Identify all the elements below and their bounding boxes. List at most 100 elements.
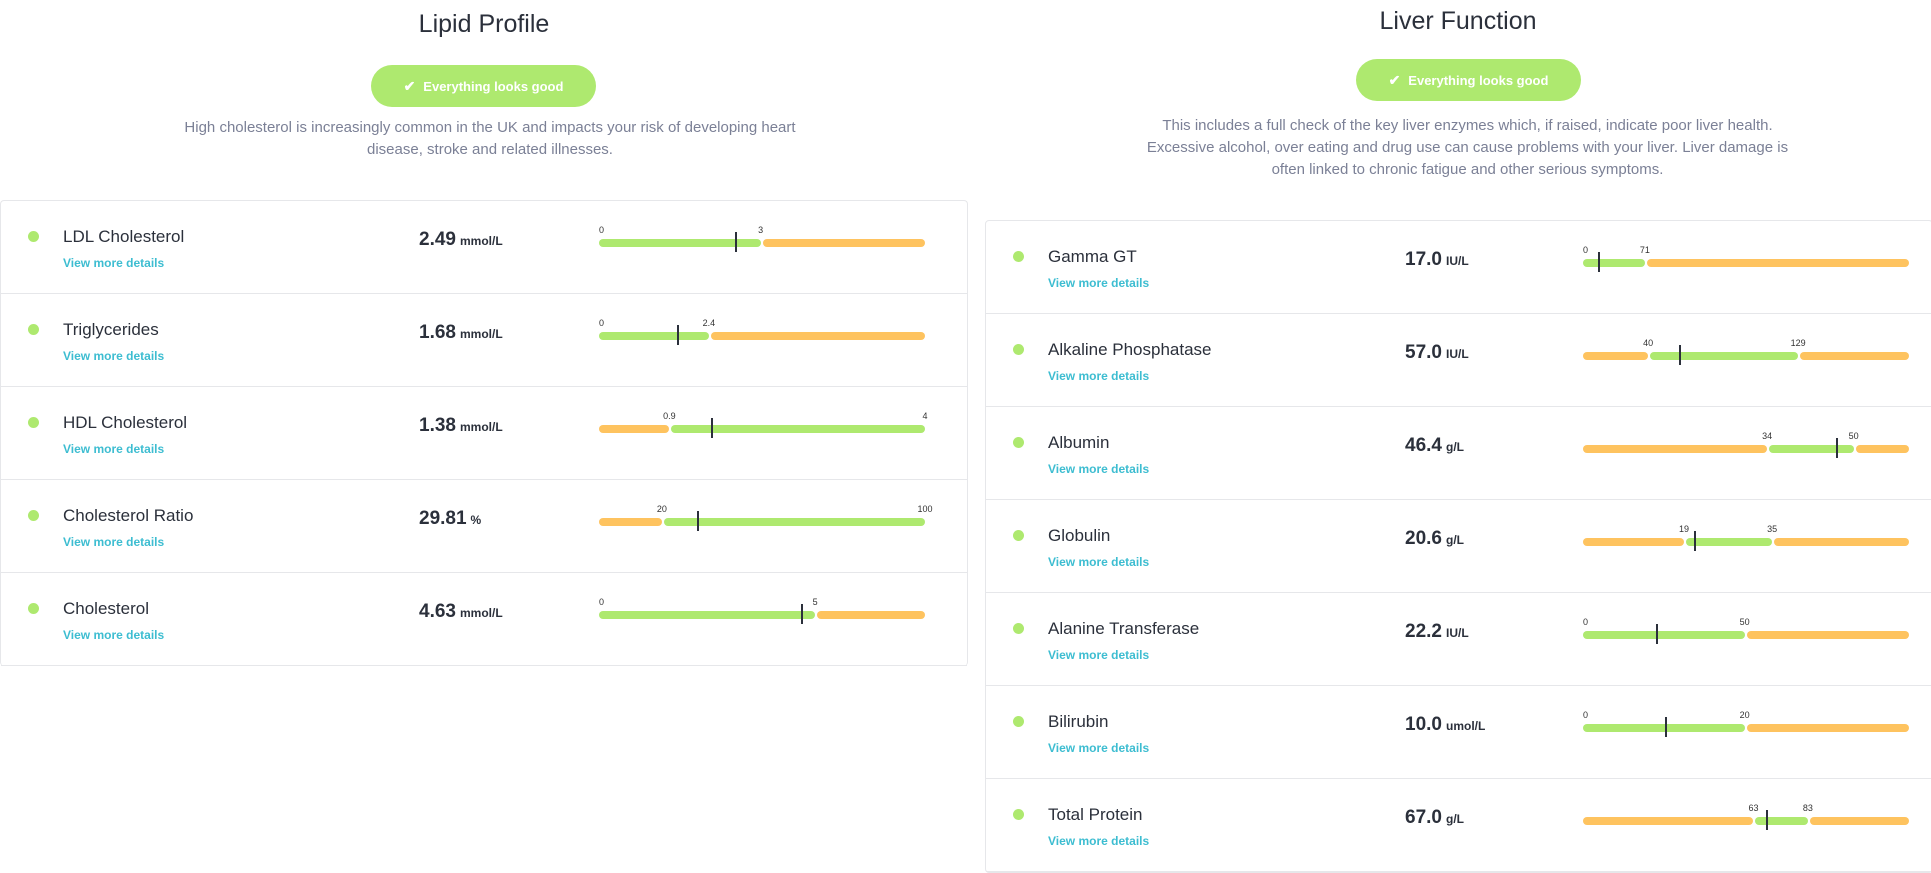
status-dot-icon <box>1013 530 1024 541</box>
range-segment-out-of-range <box>599 425 670 433</box>
range-label: 50 <box>1848 431 1859 441</box>
view-more-details-link[interactable]: View more details <box>1048 648 1150 662</box>
range-bar: 0.9 4 <box>599 411 928 438</box>
result-row: Cholesterol View more details 4.63 mmol/L… <box>1 573 967 666</box>
section-title: Liver Function <box>1379 7 1537 35</box>
result-row: HDL Cholesterol View more details 1.38 mm… <box>1 387 967 480</box>
range-label: 0 <box>1583 617 1589 627</box>
result-number: 1.38 <box>419 415 456 436</box>
result-marker <box>1835 438 1838 458</box>
range-segment-out-of-range <box>1746 631 1909 639</box>
range-segment-normal <box>1583 631 1745 639</box>
range-label: 0.9 <box>663 411 676 421</box>
result-value: 1.68 mmol/L <box>419 322 503 344</box>
range-bar: 0 2.4 <box>599 318 925 345</box>
range-label: 20 <box>656 504 667 514</box>
result-value: 57.0 IU/L <box>1405 342 1469 364</box>
range-label: 40 <box>1643 338 1654 348</box>
status-badge: ✔ Everything looks good <box>1356 59 1581 101</box>
status-dot-icon <box>1013 251 1024 262</box>
result-number: 4.63 <box>419 601 456 622</box>
result-unit: g/L <box>1445 533 1464 547</box>
result-number: 67.0 <box>1405 807 1442 828</box>
result-marker <box>676 325 679 345</box>
range-label: 0 <box>1583 245 1589 255</box>
marker-name: LDL Cholesterol <box>63 227 185 246</box>
check-icon: ✔ <box>403 77 416 94</box>
range-segment-normal <box>663 518 925 526</box>
marker-name: Gamma GT <box>1048 247 1137 266</box>
marker-name: Albumin <box>1048 433 1110 452</box>
range-bar: 20 100 <box>599 504 933 531</box>
result-number: 22.2 <box>1405 621 1442 642</box>
result-value: 4.63 mmol/L <box>419 601 503 623</box>
range-segment-out-of-range <box>710 332 925 340</box>
range-segment-out-of-range <box>599 518 662 526</box>
section-description: This includes a full check of the key li… <box>1146 117 1789 178</box>
status-dot-icon <box>1013 623 1024 634</box>
range-segment-normal <box>1650 352 1799 360</box>
view-more-details-link[interactable]: View more details <box>1048 741 1150 755</box>
range-label: 5 <box>812 597 818 607</box>
marker-name: Alanine Transferase <box>1048 619 1200 638</box>
view-more-details-link[interactable]: View more details <box>63 256 165 270</box>
view-more-details-link[interactable]: View more details <box>1048 555 1150 569</box>
status-dot-icon <box>1013 437 1024 448</box>
view-more-details-link[interactable]: View more details <box>1048 462 1150 476</box>
range-label: 2.4 <box>702 318 716 328</box>
range-label: 19 <box>1679 524 1690 534</box>
status-dot-icon <box>1013 344 1024 355</box>
range-segment-out-of-range <box>1646 259 1909 267</box>
range-label: 83 <box>1802 803 1813 813</box>
range-label: 35 <box>1767 524 1778 534</box>
section-title: Lipid Profile <box>418 10 550 38</box>
result-value: 17.0 IU/L <box>1405 249 1469 271</box>
view-more-details-link[interactable]: View more details <box>1048 369 1150 383</box>
view-more-details-link[interactable]: View more details <box>63 628 165 642</box>
view-more-details-link[interactable]: View more details <box>63 535 165 549</box>
range-label: 71 <box>1639 245 1650 255</box>
range-label: 4 <box>922 411 928 421</box>
result-marker <box>711 418 714 438</box>
status-dot-icon <box>28 510 39 521</box>
results-card: Gamma GT View more details 17.0 IU/L 0 71 … <box>985 220 1931 873</box>
result-number: 20.6 <box>1405 528 1442 549</box>
result-value: 20.6 g/L <box>1405 528 1464 550</box>
section-description: High cholesterol is increasingly common … <box>184 119 796 158</box>
result-number: 1.68 <box>419 322 456 343</box>
range-label: 63 <box>1748 803 1759 813</box>
range-segment-normal <box>1769 445 1854 453</box>
result-number: 29.81 <box>419 508 467 529</box>
status-dot-icon <box>28 603 39 614</box>
result-value: 10.0 umol/L <box>1405 714 1485 736</box>
marker-name: Globulin <box>1048 526 1111 545</box>
view-more-details-link[interactable]: View more details <box>1048 276 1150 290</box>
result-unit: IU/L <box>1445 254 1469 268</box>
range-segment-out-of-range <box>1583 445 1768 453</box>
range-segment-normal <box>671 425 925 433</box>
range-bar: 63 83 <box>1583 803 1909 830</box>
range-segment-out-of-range <box>1746 724 1909 732</box>
range-segment-normal <box>599 332 709 340</box>
range-label: 0 <box>1583 710 1589 720</box>
result-row: Total Protein View more details 67.0 g/L … <box>986 779 1931 872</box>
range-segment-normal <box>1755 817 1808 825</box>
result-number: 10.0 <box>1405 714 1442 735</box>
result-unit: % <box>470 513 482 527</box>
range-bar: 0 50 <box>1583 617 1909 644</box>
result-number: 2.49 <box>419 229 456 250</box>
result-unit: umol/L <box>1445 719 1486 733</box>
range-label: 129 <box>1790 338 1806 348</box>
status-badge-label: Everything looks good <box>423 78 564 94</box>
view-more-details-link[interactable]: View more details <box>63 442 165 456</box>
result-marker <box>696 511 699 531</box>
view-more-details-link[interactable]: View more details <box>63 349 165 363</box>
range-label: 34 <box>1762 431 1773 441</box>
status-badge-label: Everything looks good <box>1408 72 1549 88</box>
result-value: 29.81% <box>419 508 481 530</box>
range-segment-out-of-range <box>1800 352 1909 360</box>
view-more-details-link[interactable]: View more details <box>1048 834 1150 848</box>
result-marker <box>1664 717 1667 737</box>
